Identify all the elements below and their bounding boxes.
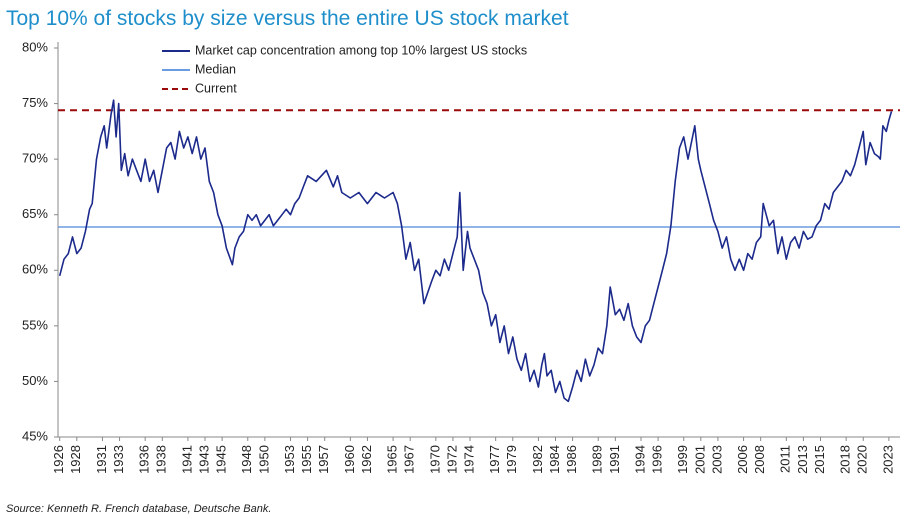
- legend-label: Market cap concentration among top 10% l…: [195, 43, 527, 57]
- x-tick-label: 1926: [51, 445, 66, 474]
- x-tick-label: 1943: [196, 445, 211, 474]
- y-tick-label: 65%: [22, 206, 48, 221]
- x-tick-label: 1999: [675, 445, 690, 474]
- y-tick-label: 55%: [22, 317, 48, 332]
- x-tick-label: 1991: [607, 445, 622, 474]
- x-tick-label: 2020: [855, 445, 870, 474]
- x-tick-label: 1941: [179, 445, 194, 474]
- x-tick-label: 1965: [385, 445, 400, 474]
- x-tick-label: 1948: [239, 445, 254, 474]
- x-tick-label: 1953: [282, 445, 297, 474]
- x-tick-label: 2001: [692, 445, 707, 474]
- y-tick-label: 80%: [22, 39, 48, 54]
- x-tick-label: 1928: [68, 445, 83, 474]
- x-tick-label: 1974: [461, 445, 476, 474]
- x-tick-label: 1960: [342, 445, 357, 474]
- x-tick-label: 1950: [256, 445, 271, 474]
- x-tick-label: 1989: [590, 445, 605, 474]
- y-tick-label: 70%: [22, 151, 48, 166]
- x-tick-label: 2011: [778, 445, 793, 473]
- x-tick-label: 1984: [547, 445, 562, 474]
- y-tick-label: 45%: [22, 428, 48, 443]
- x-tick-label: 2015: [812, 445, 827, 474]
- x-tick-label: 2006: [735, 445, 750, 474]
- chart-title: Top 10% of stocks by size versus the ent…: [6, 7, 569, 30]
- x-tick-label: 1931: [94, 445, 109, 474]
- x-tick-label: 2023: [880, 445, 895, 474]
- x-tick-label: 2008: [752, 445, 767, 474]
- x-tick-label: 2003: [709, 445, 724, 474]
- legend-label: Median: [195, 62, 236, 76]
- x-tick-label: 1938: [154, 445, 169, 474]
- x-tick-label: 2018: [838, 445, 853, 474]
- x-tick-label: 1994: [632, 445, 647, 474]
- y-tick-label: 50%: [22, 373, 48, 388]
- x-tick-label: 1957: [316, 445, 331, 474]
- x-tick-label: 1936: [137, 445, 152, 474]
- x-tick-label: 2013: [795, 445, 810, 474]
- x-tick-label: 1986: [564, 445, 579, 474]
- data-line: [58, 99, 893, 403]
- legend-label: Current: [195, 81, 237, 95]
- x-tick-label: 1955: [299, 445, 314, 474]
- x-tick-label: 1996: [650, 445, 665, 474]
- x-tick-label: 1945: [214, 445, 229, 474]
- x-tick-label: 1970: [427, 445, 442, 474]
- y-tick-label: 60%: [22, 262, 48, 277]
- y-tick-label: 75%: [22, 95, 48, 110]
- x-tick-label: 1977: [487, 445, 502, 474]
- x-tick-label: 1982: [530, 445, 545, 474]
- x-tick-label: 1962: [359, 445, 374, 474]
- source: Source: Kenneth R. French database, Deut…: [6, 503, 271, 515]
- x-tick-label: 1967: [402, 445, 417, 474]
- x-tick-label: 1933: [111, 445, 126, 474]
- x-tick-label: 1972: [444, 445, 459, 474]
- x-tick-label: 1979: [504, 445, 519, 474]
